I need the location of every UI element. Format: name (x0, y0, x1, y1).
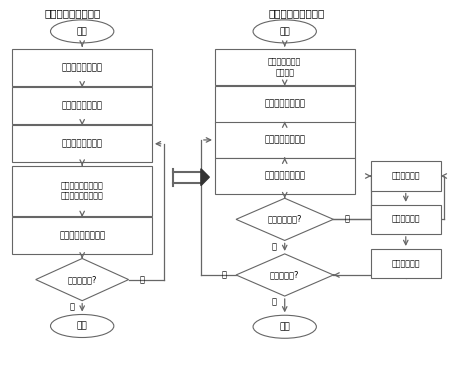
Bar (12, 217, 152, 254)
Ellipse shape (50, 20, 114, 43)
Text: 否: 否 (345, 215, 350, 224)
Text: 是: 是 (70, 302, 74, 311)
Ellipse shape (50, 315, 114, 338)
Bar (371, 249, 441, 278)
Text: 数据处理完?: 数据处理完? (270, 271, 299, 280)
Text: 数据格式化处理流程: 数据格式化处理流程 (45, 8, 101, 18)
Bar (12, 87, 152, 124)
Text: 检测数据的有效性: 检测数据的有效性 (264, 171, 305, 181)
Bar (215, 157, 354, 194)
Ellipse shape (253, 315, 316, 338)
Text: 开始: 开始 (279, 27, 290, 36)
Text: 结束: 结束 (77, 321, 87, 330)
Text: 数据是否有效?: 数据是否有效? (268, 215, 302, 224)
Text: 是: 是 (272, 242, 277, 251)
Text: 是: 是 (272, 298, 277, 307)
Polygon shape (36, 258, 128, 301)
Bar (371, 205, 441, 234)
Text: 查找数据开始位置: 查找数据开始位置 (264, 100, 305, 109)
Polygon shape (201, 169, 209, 186)
Text: 数据有效性分析流程: 数据有效性分析流程 (268, 8, 325, 18)
Text: 打开原始数据文件: 打开原始数据文件 (62, 63, 103, 72)
Bar (12, 126, 152, 162)
Text: 保存异常信息: 保存异常信息 (391, 259, 420, 268)
Text: 读取数据到缓冲区: 读取数据到缓冲区 (264, 136, 305, 144)
Text: 否: 否 (139, 275, 144, 284)
Polygon shape (236, 254, 333, 296)
Text: 数据处理完?: 数据处理完? (67, 275, 97, 284)
Polygon shape (236, 198, 333, 241)
Text: 数据存储到指定文件: 数据存储到指定文件 (59, 231, 105, 240)
Bar (215, 50, 354, 85)
Bar (215, 86, 354, 123)
Bar (215, 122, 354, 158)
Bar (371, 161, 441, 191)
Text: 打开格式化后的
数据文件: 打开格式化后的 数据文件 (268, 58, 301, 77)
Bar (12, 49, 152, 86)
Text: 结束: 结束 (279, 322, 290, 331)
Text: 读取数据到缓冲区: 读取数据到缓冲区 (62, 139, 103, 148)
Text: 以自定义数据格式进
行数据的格式化处理: 以自定义数据格式进 行数据的格式化处理 (61, 181, 104, 200)
Bar (12, 166, 152, 216)
Text: 收集异常信息: 收集异常信息 (391, 171, 420, 181)
Ellipse shape (253, 20, 316, 43)
Text: 在找数据开始位置: 在找数据开始位置 (62, 101, 103, 110)
Text: 显示异常信息: 显示异常信息 (391, 215, 420, 224)
Text: 开始: 开始 (77, 27, 87, 36)
Text: 否: 否 (222, 271, 227, 280)
